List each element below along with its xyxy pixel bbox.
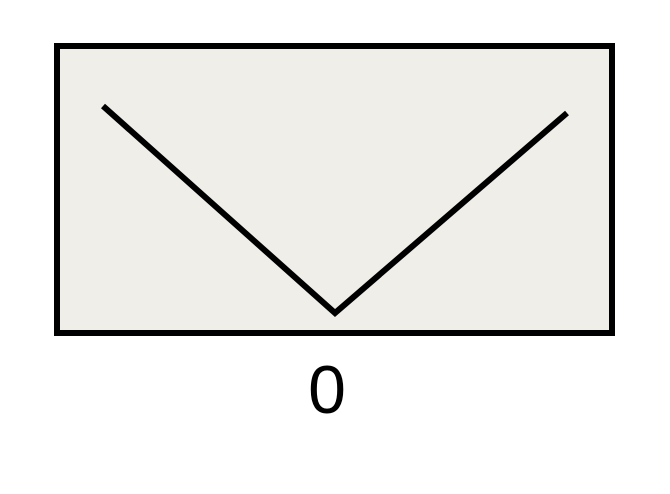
diagram-panel bbox=[54, 43, 615, 336]
v-shape-line bbox=[101, 103, 569, 317]
diagram-label: 0 bbox=[308, 352, 346, 428]
